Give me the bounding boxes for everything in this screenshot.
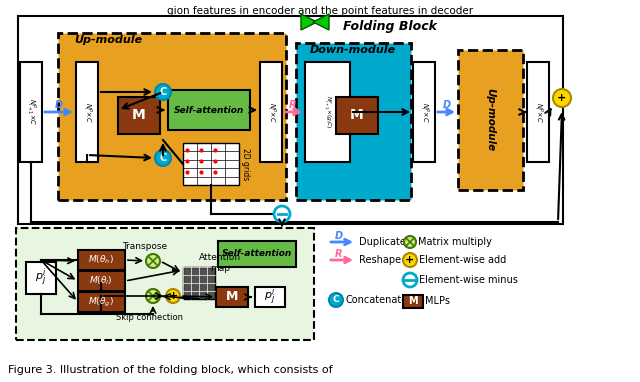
- Text: Folding Block: Folding Block: [343, 19, 437, 32]
- Text: $N^p_i{\times}C$: $N^p_i{\times}C$: [418, 102, 430, 122]
- Text: Down-module: Down-module: [310, 45, 396, 55]
- Bar: [78, 250, 125, 270]
- Text: C: C: [333, 296, 339, 304]
- Text: $M(\theta_l)$: $M(\theta_l)$: [89, 275, 113, 287]
- Text: M: M: [408, 296, 418, 306]
- Text: Up-module: Up-module: [485, 89, 495, 152]
- Circle shape: [274, 206, 290, 222]
- Circle shape: [329, 293, 343, 307]
- Circle shape: [166, 289, 180, 303]
- Text: +: +: [557, 93, 566, 103]
- Text: $N^p_{i+1}{\times}C$: $N^p_{i+1}{\times}C$: [25, 99, 37, 126]
- Bar: [260, 62, 282, 162]
- Bar: [527, 62, 549, 162]
- Circle shape: [155, 84, 171, 100]
- Bar: [58, 33, 286, 200]
- Circle shape: [146, 289, 160, 303]
- Text: C: C: [159, 153, 166, 163]
- Text: $M(\theta_g)$: $M(\theta_g)$: [88, 295, 114, 309]
- Bar: [413, 62, 435, 162]
- Text: D: D: [335, 231, 343, 241]
- Bar: [168, 90, 250, 130]
- Text: gion features in encoder and the point features in decoder: gion features in encoder and the point f…: [167, 6, 473, 16]
- Text: $M(\theta_h)$: $M(\theta_h)$: [88, 254, 114, 266]
- Circle shape: [403, 273, 417, 287]
- Circle shape: [553, 89, 571, 107]
- Bar: [76, 62, 98, 162]
- Text: Matrix multiply: Matrix multiply: [418, 237, 492, 247]
- Text: Figure 3. Illustration of the folding block, which consists of: Figure 3. Illustration of the folding bl…: [8, 365, 333, 375]
- Text: +: +: [168, 291, 178, 301]
- Text: $N^p_i{\times}C$: $N^p_i{\times}C$: [81, 102, 93, 122]
- Circle shape: [146, 254, 160, 268]
- Text: $N^p_{i+1}{\times}(g_i C)$: $N^p_{i+1}{\times}(g_i C)$: [322, 95, 332, 129]
- Text: +: +: [405, 255, 415, 265]
- Bar: [255, 287, 285, 307]
- Bar: [336, 97, 378, 134]
- Text: Reshape: Reshape: [359, 255, 401, 265]
- Bar: [16, 228, 314, 340]
- Bar: [216, 287, 248, 307]
- Text: M: M: [350, 108, 364, 122]
- Text: Element-wise add: Element-wise add: [419, 255, 506, 265]
- Bar: [20, 62, 42, 162]
- Text: Skip connection: Skip connection: [116, 314, 184, 322]
- Bar: [18, 16, 563, 224]
- Bar: [403, 295, 423, 308]
- Polygon shape: [313, 14, 329, 30]
- Text: Self-attention: Self-attention: [174, 105, 244, 115]
- Circle shape: [155, 150, 171, 166]
- Text: $p_j^i$: $p_j^i$: [35, 267, 47, 289]
- Text: Concatenate: Concatenate: [345, 295, 407, 305]
- Text: $N^p_i{\times}C$: $N^p_i{\times}C$: [532, 102, 544, 122]
- Text: $p_j^i$: $p_j^i$: [264, 286, 276, 308]
- Bar: [305, 62, 350, 162]
- Text: D: D: [55, 100, 63, 110]
- Text: 2D grids: 2D grids: [241, 148, 250, 180]
- Bar: [78, 292, 125, 312]
- Text: R: R: [289, 100, 297, 110]
- Bar: [78, 271, 125, 291]
- Bar: [183, 267, 215, 299]
- Text: MLPs: MLPs: [425, 296, 450, 306]
- Text: Attention
map: Attention map: [199, 253, 241, 273]
- Text: D: D: [443, 100, 451, 110]
- Bar: [296, 43, 411, 200]
- Text: Duplicate: Duplicate: [359, 237, 406, 247]
- Text: Up-module: Up-module: [74, 35, 142, 45]
- Bar: [218, 241, 296, 267]
- Text: Transpose: Transpose: [122, 241, 168, 251]
- Polygon shape: [301, 14, 317, 30]
- Text: R: R: [335, 249, 343, 259]
- Bar: [26, 262, 56, 294]
- Text: M: M: [226, 290, 238, 304]
- Text: $N^p_i{\times}C$: $N^p_i{\times}C$: [265, 102, 277, 122]
- Circle shape: [404, 236, 416, 248]
- Bar: [458, 50, 523, 190]
- Text: Element-wise minus: Element-wise minus: [419, 275, 518, 285]
- Bar: [183, 143, 239, 185]
- Text: Self-attention: Self-attention: [222, 249, 292, 259]
- Circle shape: [403, 253, 417, 267]
- Bar: [118, 97, 160, 134]
- Text: C: C: [159, 87, 166, 97]
- Text: M: M: [132, 108, 146, 122]
